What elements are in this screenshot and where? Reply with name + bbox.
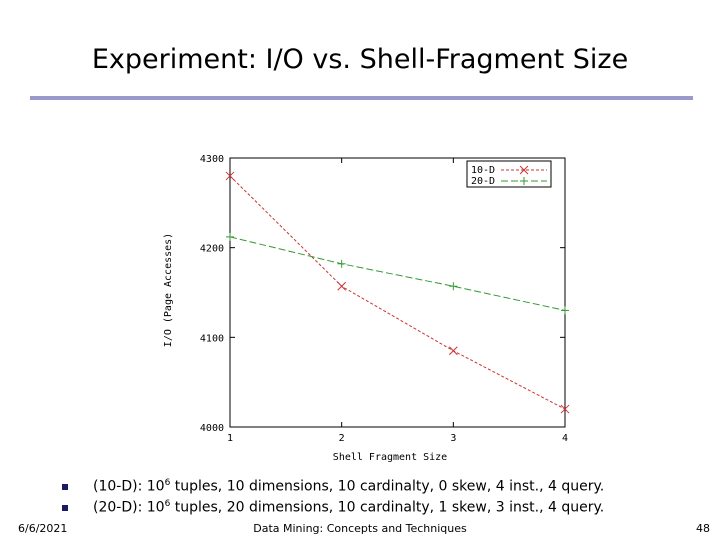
footer-date: 6/6/2021 <box>18 522 68 535</box>
slide-title: Experiment: I/O vs. Shell-Fragment Size <box>91 44 629 75</box>
title-underline <box>30 96 693 100</box>
legend-marker <box>519 165 529 175</box>
footer-page-number: 48 <box>696 522 710 535</box>
plot-border <box>229 157 566 428</box>
bullet-text: (20-D): 106 tuples, 20 dimensions, 10 ca… <box>93 499 605 516</box>
data-point-marker <box>448 346 458 356</box>
legend-label: 10-D <box>471 165 495 176</box>
x-tick-label: 4 <box>562 433 568 444</box>
bullet-marker <box>62 484 68 490</box>
x-tick-labels: 1 2 3 4 <box>227 433 568 444</box>
y-tick-labels: 4000 4100 4200 4300 <box>200 154 224 434</box>
x-axis-label: Shell Fragment Size <box>333 452 447 463</box>
y-axis-label: I/O (Page Accesses) <box>163 233 174 347</box>
legend-label: 20-D <box>471 176 495 187</box>
series-10-d <box>225 171 570 414</box>
x-tick-label: 1 <box>227 433 233 444</box>
bullet-marker <box>62 505 68 511</box>
y-tick-label: 4200 <box>200 244 224 255</box>
y-tick-label: 4300 <box>200 154 224 165</box>
bullet-10d: (10-D): 106 tuples, 10 dimensions, 10 ca… <box>62 478 712 499</box>
io-chart: 1 2 3 4 4000 4100 4200 4300 10-D20-D Shell Fra… <box>163 154 570 463</box>
series-20-d <box>226 232 569 315</box>
x-tick-label: 3 <box>450 433 456 444</box>
bullet-list: (10-D): 106 tuples, 10 dimensions, 10 ca… <box>62 478 712 520</box>
x-tick-label: 2 <box>339 433 345 444</box>
plot-frame <box>229 157 566 428</box>
data-point-marker <box>225 171 235 181</box>
data-point-marker <box>337 281 347 291</box>
series-line <box>229 175 566 410</box>
y-tick-label: 4100 <box>200 333 224 344</box>
tick-marks <box>229 157 566 428</box>
bullet-20d: (20-D): 106 tuples, 20 dimensions, 10 ca… <box>62 499 712 520</box>
bullet-text: (10-D): 106 tuples, 10 dimensions, 10 ca… <box>93 478 605 495</box>
series-line <box>229 236 566 311</box>
series-group <box>225 171 570 414</box>
footer-course-title: Data Mining: Concepts and Techniques <box>253 522 467 535</box>
legend-box <box>466 160 552 188</box>
legend: 10-D20-D <box>466 160 552 188</box>
y-tick-label: 4000 <box>200 423 224 434</box>
data-point-marker <box>560 404 570 414</box>
